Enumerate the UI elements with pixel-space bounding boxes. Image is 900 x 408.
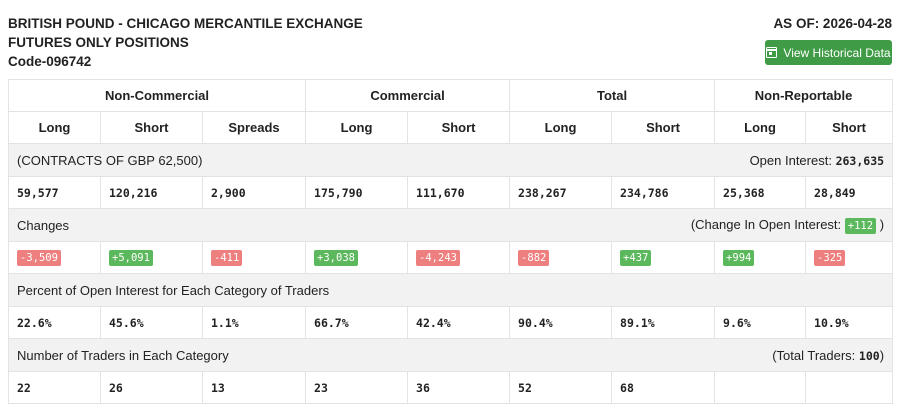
- contracts-label: (CONTRACTS OF GBP 62,500): [7, 143, 510, 177]
- total-traders-value: 100: [858, 348, 880, 363]
- table-cell: 28,849: [805, 176, 894, 209]
- table-cell: 2,900: [201, 176, 307, 209]
- change-oi-badge: +112: [844, 217, 877, 234]
- open-interest: Open Interest: 263,635: [509, 143, 894, 177]
- table-cell: 45.6%: [100, 306, 203, 339]
- table-cell: 13: [201, 371, 307, 404]
- view-historical-data-label: View Historical Data: [783, 45, 891, 60]
- change-badge: +5,091: [109, 249, 153, 266]
- group-non-commercial: Non-Commercial: [7, 79, 307, 112]
- change-oi-suffix: ): [879, 216, 885, 232]
- table-cell: -4,243: [407, 241, 511, 274]
- table-cell: 42.4%: [407, 306, 511, 339]
- table-cell: 66.7%: [305, 306, 409, 339]
- total-traders: (Total Traders: 100): [509, 338, 894, 372]
- change-badge: +437: [620, 249, 652, 266]
- change-badge: -882: [518, 249, 550, 266]
- col-comm-long: Long: [305, 111, 409, 144]
- table-cell: 22.6%: [8, 306, 101, 339]
- table-cell: 68: [611, 371, 716, 404]
- cot-positions-table: Non-Commercial Commercial Total Non-Repo…: [7, 79, 894, 404]
- table-cell: 90.4%: [509, 306, 613, 339]
- table-cell: 52: [509, 371, 613, 404]
- table-cell: 22: [8, 371, 101, 404]
- table-cell: 25,368: [714, 176, 807, 209]
- table-cell: 59,577: [8, 176, 101, 209]
- as-of-date: AS OF: 2026-04-28: [773, 16, 892, 31]
- table-cell: -411: [201, 241, 307, 274]
- change-badge: -411: [211, 249, 243, 266]
- percent-section-row: Percent of Open Interest for Each Catego…: [7, 273, 894, 307]
- group-commercial: Commercial: [305, 79, 511, 112]
- report-code: Code-096742: [8, 54, 92, 69]
- changes-section-row: Changes (Change In Open Interest: +112 ): [7, 208, 894, 242]
- change-open-interest: (Change In Open Interest: +112 ): [509, 208, 894, 242]
- col-noncomm-long: Long: [8, 111, 101, 144]
- percent-label: Percent of Open Interest for Each Catego…: [7, 273, 894, 307]
- group-non-reportable: Non-Reportable: [714, 79, 894, 112]
- total-traders-prefix: (Total Traders:: [772, 347, 856, 363]
- col-noncomm-short: Short: [100, 111, 203, 144]
- change-badge: +994: [723, 249, 755, 266]
- col-noncomm-spreads: Spreads: [201, 111, 307, 144]
- traders-label: Number of Traders in Each Category: [7, 338, 510, 372]
- col-comm-short: Short: [407, 111, 511, 144]
- table-cell: [714, 371, 807, 404]
- table-cell: 9.6%: [714, 306, 807, 339]
- table-cell: -882: [509, 241, 613, 274]
- report-title-block: BRITISH POUND - CHICAGO MERCANTILE EXCHA…: [8, 14, 363, 71]
- table-cell: 10.9%: [805, 306, 894, 339]
- change-badge: -3,509: [17, 249, 61, 266]
- col-nonrep-long: Long: [714, 111, 807, 144]
- col-nonrep-short: Short: [805, 111, 894, 144]
- view-historical-data-button[interactable]: View Historical Data: [765, 40, 892, 65]
- open-interest-value: 263,635: [835, 153, 885, 168]
- contracts-section-row: (CONTRACTS OF GBP 62,500) Open Interest:…: [7, 143, 894, 177]
- table-cell: +3,038: [305, 241, 409, 274]
- changes-values-row: -3,509 +5,091 -411 +3,038 -4,243 -882 +4…: [8, 241, 894, 274]
- traders-section-row: Number of Traders in Each Category (Tota…: [7, 338, 894, 372]
- group-header-row: Non-Commercial Commercial Total Non-Repo…: [7, 79, 894, 112]
- table-cell: 175,790: [305, 176, 409, 209]
- traders-values-row: 22 26 13 23 36 52 68: [8, 371, 894, 404]
- table-cell: -325: [805, 241, 894, 274]
- report-title: BRITISH POUND - CHICAGO MERCANTILE EXCHA…: [8, 16, 363, 31]
- table-cell: +437: [611, 241, 716, 274]
- column-header-row: Long Short Spreads Long Short Long Short…: [8, 111, 894, 144]
- change-badge: -4,243: [416, 249, 460, 266]
- group-total: Total: [509, 79, 716, 112]
- table-cell: +5,091: [100, 241, 203, 274]
- col-total-long: Long: [509, 111, 613, 144]
- calendar-icon: [766, 47, 778, 58]
- table-cell: 111,670: [407, 176, 511, 209]
- table-cell: 26: [100, 371, 203, 404]
- change-oi-prefix: (Change In Open Interest:: [690, 216, 842, 232]
- table-cell: 89.1%: [611, 306, 716, 339]
- table-cell: 238,267: [509, 176, 613, 209]
- change-badge: -325: [814, 249, 846, 266]
- open-interest-label: Open Interest:: [749, 152, 832, 168]
- changes-label: Changes: [7, 208, 510, 242]
- table-cell: +994: [714, 241, 807, 274]
- table-cell: 120,216: [100, 176, 203, 209]
- percent-values-row: 22.6% 45.6% 1.1% 66.7% 42.4% 90.4% 89.1%…: [8, 306, 894, 339]
- table-cell: 234,786: [611, 176, 716, 209]
- report-header: BRITISH POUND - CHICAGO MERCANTILE EXCHA…: [8, 14, 892, 74]
- table-cell: 36: [407, 371, 511, 404]
- contracts-values-row: 59,577 120,216 2,900 175,790 111,670 238…: [8, 176, 894, 209]
- table-cell: 23: [305, 371, 409, 404]
- change-badge: +3,038: [314, 249, 358, 266]
- table-cell: [805, 371, 894, 404]
- report-subtitle: FUTURES ONLY POSITIONS: [8, 35, 189, 50]
- col-total-short: Short: [611, 111, 716, 144]
- table-cell: -3,509: [8, 241, 101, 274]
- total-traders-suffix: ): [879, 347, 885, 363]
- table-cell: 1.1%: [201, 306, 307, 339]
